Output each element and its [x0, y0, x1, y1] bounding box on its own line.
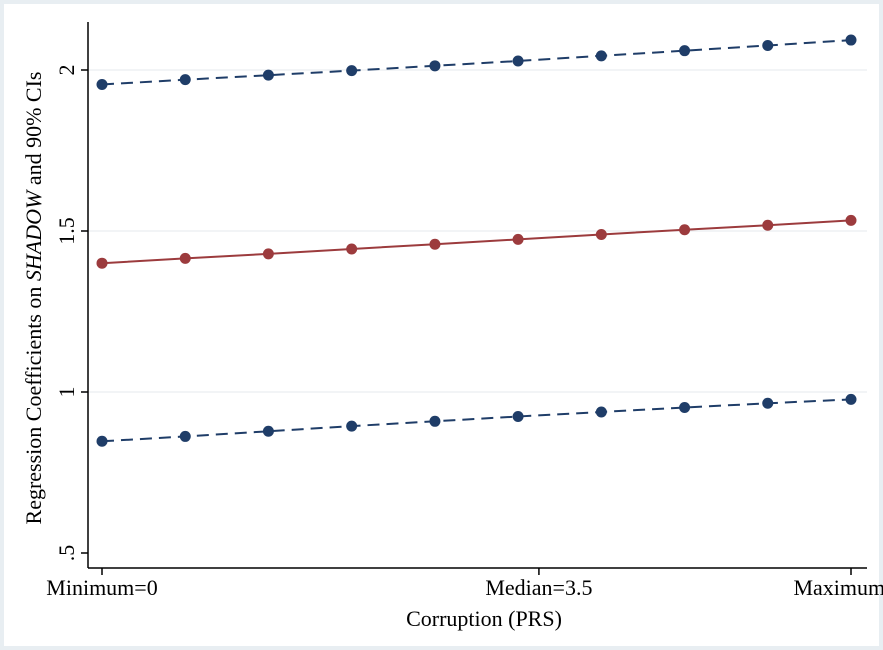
- data-point-upper-ci: [762, 40, 774, 52]
- y-axis-title-emphasis: SHADOW: [21, 189, 46, 281]
- data-point-coefficient: [96, 257, 108, 269]
- chart-panel: [4, 4, 879, 646]
- data-point-coefficient: [762, 219, 774, 231]
- data-point-upper-ci: [96, 78, 108, 90]
- data-point-lower-ci: [429, 415, 441, 427]
- data-point-lower-ci: [262, 425, 274, 437]
- y-ticks: .5 1 1.5 2: [54, 65, 88, 562]
- x-tick-label: Maximum=6: [793, 575, 883, 600]
- series-line-upper-ci: [101, 39, 852, 86]
- data-point-upper-ci: [512, 55, 524, 67]
- data-point-lower-ci: [595, 406, 607, 418]
- data-point-upper-ci: [679, 45, 691, 57]
- data-point-lower-ci: [346, 420, 358, 432]
- data-point-upper-ci: [845, 34, 857, 46]
- x-axis-title: Corruption (PRS): [406, 606, 562, 631]
- y-axis-title: Regression Coefficients on SHADOW and 90…: [21, 72, 46, 525]
- data-point-lower-ci: [96, 435, 108, 447]
- series-line-lower-ci: [101, 398, 852, 443]
- data-point-upper-ci: [179, 74, 191, 86]
- y-axis-title-prefix: Regression Coefficients on: [21, 281, 46, 524]
- data-point-coefficient: [429, 238, 441, 250]
- grid: [88, 69, 867, 393]
- series-line-coefficient: [101, 219, 852, 265]
- data-point-coefficient: [179, 252, 191, 264]
- data-point-upper-ci: [262, 69, 274, 81]
- data-point-lower-ci: [512, 410, 524, 422]
- y-tick-label: 2: [54, 65, 79, 76]
- data-point-upper-ci: [346, 65, 358, 77]
- data-point-coefficient: [262, 248, 274, 260]
- y-tick-label: .5: [54, 545, 79, 562]
- y-tick-label: 1: [54, 387, 79, 398]
- series-layer: [96, 34, 857, 447]
- data-point-coefficient: [595, 229, 607, 241]
- x-ticks: Minimum=0 Median=3.5 Maximum=6: [46, 568, 883, 600]
- data-point-lower-ci: [845, 393, 857, 405]
- data-point-coefficient: [512, 233, 524, 245]
- data-point-coefficient: [346, 243, 358, 255]
- data-point-lower-ci: [179, 430, 191, 442]
- x-tick-label: Median=3.5: [485, 575, 592, 600]
- data-point-coefficient: [845, 214, 857, 226]
- x-tick-label: Minimum=0: [46, 575, 157, 600]
- data-point-upper-ci: [595, 50, 607, 62]
- y-tick-label: 1.5: [54, 217, 79, 245]
- data-point-coefficient: [679, 224, 691, 236]
- y-axis-title-suffix: and 90% CIs: [21, 72, 46, 191]
- data-point-lower-ci: [679, 401, 691, 413]
- data-point-lower-ci: [762, 397, 774, 409]
- data-point-upper-ci: [429, 60, 441, 72]
